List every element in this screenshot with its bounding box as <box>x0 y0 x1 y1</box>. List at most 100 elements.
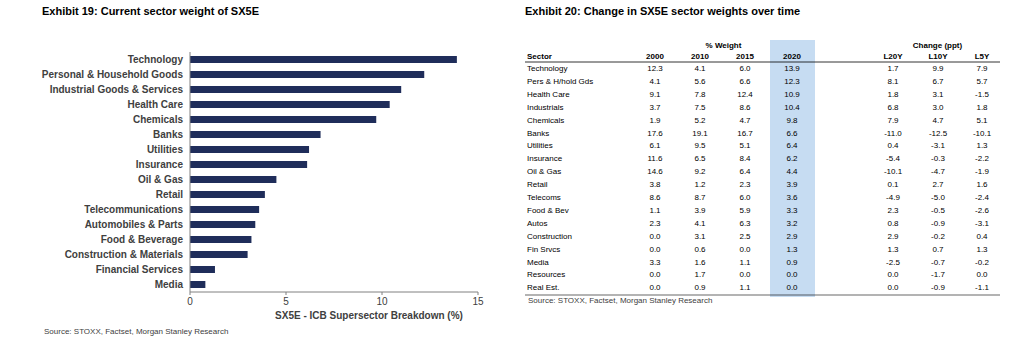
cell: 9.9 <box>932 64 944 73</box>
header-rule <box>525 62 1000 63</box>
cell: 7.5 <box>694 103 706 112</box>
x-axis-label: SX5E - ICB Supersector Breakdown (%) <box>275 310 463 321</box>
cell: 6.5 <box>694 154 706 163</box>
cell: 3.1 <box>932 90 944 99</box>
cell: 8.7 <box>694 193 706 202</box>
cell: 0.0 <box>739 245 751 254</box>
row-label: Insurance <box>527 154 563 163</box>
category-label: Media <box>155 279 184 290</box>
cell: 8.1 <box>887 77 899 86</box>
cell: 0.0 <box>649 245 661 254</box>
x-tick-label: 15 <box>472 296 484 307</box>
category-label: Insurance <box>136 159 184 170</box>
category-label: Industrial Goods & Services <box>50 84 184 95</box>
row-label: Banks <box>527 129 549 138</box>
cell: 0.0 <box>649 270 661 279</box>
row-label: Retail <box>527 180 548 189</box>
row-label: Oil & Gas <box>527 167 561 176</box>
cell: 12.3 <box>784 77 800 86</box>
cell: 0.4 <box>976 232 988 241</box>
cell: 14.6 <box>647 167 663 176</box>
cell: 9.5 <box>694 141 706 150</box>
cell: -1.1 <box>975 283 989 292</box>
cell: 7.9 <box>887 116 899 125</box>
category-label: Retail <box>156 189 183 200</box>
y-axis <box>190 52 191 292</box>
cell: 1.6 <box>976 180 988 189</box>
cell: 1.8 <box>887 90 899 99</box>
cell: 4.1 <box>694 219 706 228</box>
cell: 3.2 <box>786 219 798 228</box>
row-label: Chemicals <box>527 116 564 125</box>
bar <box>190 131 321 138</box>
column-header: L5Y <box>975 52 990 61</box>
row-label: Resources <box>527 270 565 279</box>
bar <box>190 56 457 63</box>
x-tick <box>478 292 479 295</box>
bars <box>190 56 457 288</box>
x-tick-label: 0 <box>187 296 193 307</box>
bar <box>190 176 276 183</box>
bar <box>190 101 390 108</box>
cell: 6.1 <box>649 141 661 150</box>
cell: -0.7 <box>931 258 945 267</box>
cell: 2.3 <box>739 180 751 189</box>
cell: 0.1 <box>887 180 899 189</box>
cell: 2.3 <box>887 206 899 215</box>
cell: 1.6 <box>694 258 706 267</box>
row-label: Industrials <box>527 103 563 112</box>
column-header: 2020 <box>783 52 801 61</box>
cell: 8.4 <box>739 154 751 163</box>
cell: 6.8 <box>887 103 899 112</box>
cell: 1.8 <box>976 103 988 112</box>
bar <box>190 116 376 123</box>
row-label: Technology <box>527 64 567 73</box>
cell: 2.9 <box>786 232 798 241</box>
cell: 8.6 <box>649 193 661 202</box>
cell: 0.9 <box>694 283 706 292</box>
cell: 1.3 <box>976 141 988 150</box>
bar <box>190 71 424 78</box>
cell: 2.7 <box>932 180 944 189</box>
category-label: Automobiles & Parts <box>85 219 184 230</box>
bar <box>190 86 401 93</box>
cell: 3.9 <box>786 180 798 189</box>
group-header: % Weight <box>706 41 742 50</box>
bar <box>190 191 265 198</box>
cell: 4.7 <box>932 116 944 125</box>
row-label: Media <box>527 258 549 267</box>
cell: 4.1 <box>649 77 661 86</box>
cell: 0.0 <box>739 270 751 279</box>
cell: 6.6 <box>739 77 751 86</box>
cell: -3.1 <box>975 219 989 228</box>
x-tick <box>382 292 383 295</box>
cell: 0.0 <box>976 270 988 279</box>
cell: 0.8 <box>887 219 899 228</box>
cell: 11.6 <box>648 154 664 163</box>
cell: 5.7 <box>976 77 988 86</box>
cell: -0.2 <box>931 232 945 241</box>
row-label: Health Care <box>527 90 570 99</box>
cell: 0.6 <box>694 245 706 254</box>
cell: 10.4 <box>784 103 800 112</box>
cell: 6.2 <box>786 154 798 163</box>
cell: -3.1 <box>931 141 945 150</box>
cell: -10.1 <box>884 167 903 176</box>
row-label: Construction <box>527 232 572 241</box>
cell: -2.4 <box>975 193 989 202</box>
category-label: Food & Beverage <box>101 234 184 245</box>
bar <box>190 206 259 213</box>
bar <box>190 251 248 258</box>
bar <box>190 281 205 288</box>
cell: 6.7 <box>932 77 944 86</box>
cell: -11.0 <box>884 129 902 138</box>
cell: 3.0 <box>932 103 944 112</box>
x-axis <box>190 292 478 293</box>
column-header: L20Y <box>883 52 903 61</box>
cell: 4.1 <box>694 64 706 73</box>
cell: 0.0 <box>887 270 899 279</box>
cell: 0.0 <box>786 283 798 292</box>
cell: -2.5 <box>886 258 900 267</box>
cell: 3.7 <box>649 103 661 112</box>
cell: 5.6 <box>694 77 706 86</box>
